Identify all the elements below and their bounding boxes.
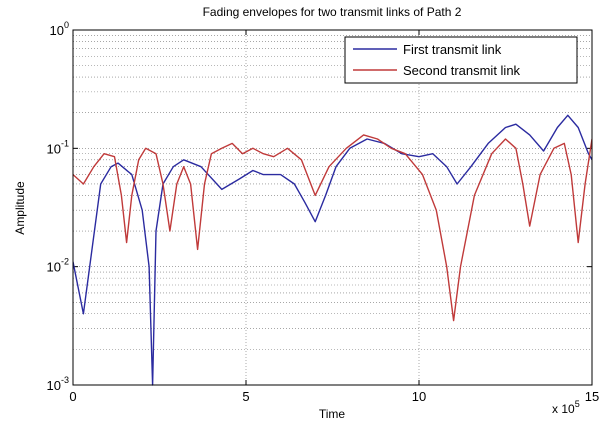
- y-tick-base: 10: [47, 141, 61, 156]
- x-axis-label: Time: [319, 407, 346, 421]
- y-tick-base: 10: [47, 260, 61, 275]
- y-axis-label: Amplitude: [13, 181, 27, 235]
- y-tick-exponent: -1: [61, 138, 69, 148]
- series-line: [73, 114, 592, 386]
- series-line: [73, 134, 592, 322]
- legend-label: First transmit link: [403, 42, 502, 57]
- x-multiplier: x 105: [552, 399, 580, 416]
- legend-label: Second transmit link: [403, 63, 521, 78]
- axes-frame: [72, 29, 593, 386]
- y-tick-label: 10-2: [47, 257, 69, 275]
- y-tick-base: 10: [47, 378, 61, 393]
- x-tick-label: 10: [412, 389, 426, 404]
- legend-box: [344, 36, 578, 84]
- y-tick-exponent: 0: [64, 20, 69, 30]
- y-tick-label: 10-1: [47, 138, 69, 156]
- x-tick-label: 5: [242, 389, 249, 404]
- series-group: [73, 114, 592, 386]
- y-tick-label: 10-3: [47, 375, 69, 393]
- y-tick-exponent: -3: [61, 375, 69, 385]
- x-multiplier-exponent: 5: [575, 399, 580, 409]
- y-tick-label: 100: [50, 20, 69, 38]
- chart-title: Fading envelopes for two transmit links …: [203, 5, 462, 19]
- y-tick-exponent: -2: [61, 257, 69, 267]
- x-tick-label: 15: [585, 389, 599, 404]
- x-multiplier-base: x 10: [552, 402, 575, 416]
- x-tick-label: 0: [69, 389, 76, 404]
- y-tick-base: 10: [50, 23, 64, 38]
